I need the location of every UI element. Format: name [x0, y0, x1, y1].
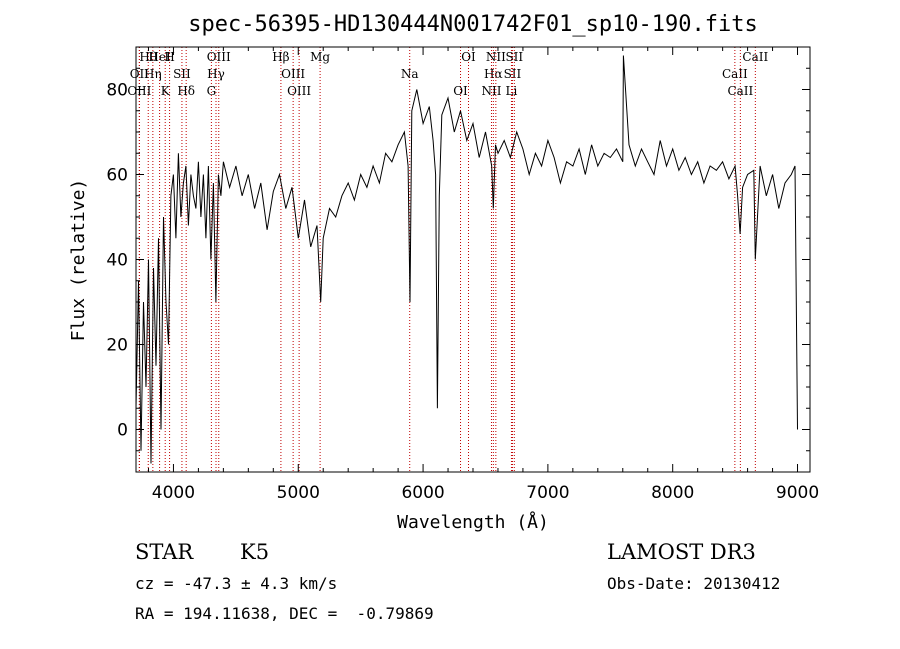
line-label: Hα	[484, 67, 503, 81]
y-tick-label: 0	[117, 421, 128, 441]
x-tick-label: 7000	[526, 483, 569, 503]
line-label: Hβ	[272, 50, 289, 64]
line-label: NII	[481, 84, 501, 98]
line-label: OIII	[287, 84, 311, 98]
survey-name: LAMOST DR3	[607, 540, 756, 564]
line-label: OIII	[207, 50, 231, 64]
y-tick-label: 20	[106, 336, 128, 356]
x-tick-label: 4000	[152, 483, 195, 503]
x-tick-label: 6000	[401, 483, 444, 503]
spectrum-line	[135, 55, 798, 464]
line-label: CaII	[727, 84, 753, 98]
star-subclass: K5	[240, 540, 270, 564]
y-tick-label: 40	[106, 251, 128, 271]
observation-date: Obs-Date: 20130412	[607, 574, 781, 593]
line-label: Hη	[144, 67, 162, 81]
chart-title: spec-56395-HD130444N001742F01_sp10-190.f…	[188, 12, 758, 37]
line-label: OIII	[281, 67, 305, 81]
x-tick-label: 9000	[776, 483, 819, 503]
spectrum-series	[135, 55, 798, 464]
spectral-line-markers: HθOIIOIIIHeIHηKHSIIHδOIIIHγGHβOIIIOIIIMg…	[127, 47, 768, 472]
line-label: Hδ	[177, 84, 195, 98]
line-label: SII	[173, 67, 191, 81]
line-label: Na	[401, 67, 419, 81]
redshift-velocity: cz = -47.3 ± 4.3 km/s	[135, 574, 338, 593]
coordinates: RA = 194.11638, DEC = -0.79869	[135, 604, 434, 623]
y-axis-ticks: 0 20 40 60 80	[106, 67, 810, 452]
x-tick-label: 5000	[277, 483, 320, 503]
y-tick-label: 60	[106, 166, 128, 186]
line-label: OIII	[127, 84, 151, 98]
star-class: STAR	[135, 540, 194, 564]
y-tick-label: 80	[106, 81, 128, 101]
line-label: H	[164, 50, 174, 64]
line-label: SII	[504, 67, 522, 81]
line-label: K	[161, 84, 171, 98]
line-label: OI	[461, 50, 476, 64]
line-label: Hγ	[207, 67, 225, 81]
line-label: SII	[505, 50, 523, 64]
x-tick-label: 8000	[651, 483, 694, 503]
line-label: Li	[506, 84, 518, 98]
x-axis-ticks: 4000 5000 6000 7000 8000 9000	[147, 47, 819, 503]
y-axis-label: Flux (relative)	[68, 179, 89, 342]
line-label: OI	[453, 84, 468, 98]
line-label: CaII	[722, 67, 748, 81]
plot-frame	[135, 46, 811, 473]
line-label: CaII	[742, 50, 768, 64]
x-axis-label: Wavelength (Å)	[397, 511, 549, 533]
line-label: NII	[486, 50, 506, 64]
line-label: G	[207, 84, 217, 98]
line-label: Mg	[310, 50, 330, 64]
